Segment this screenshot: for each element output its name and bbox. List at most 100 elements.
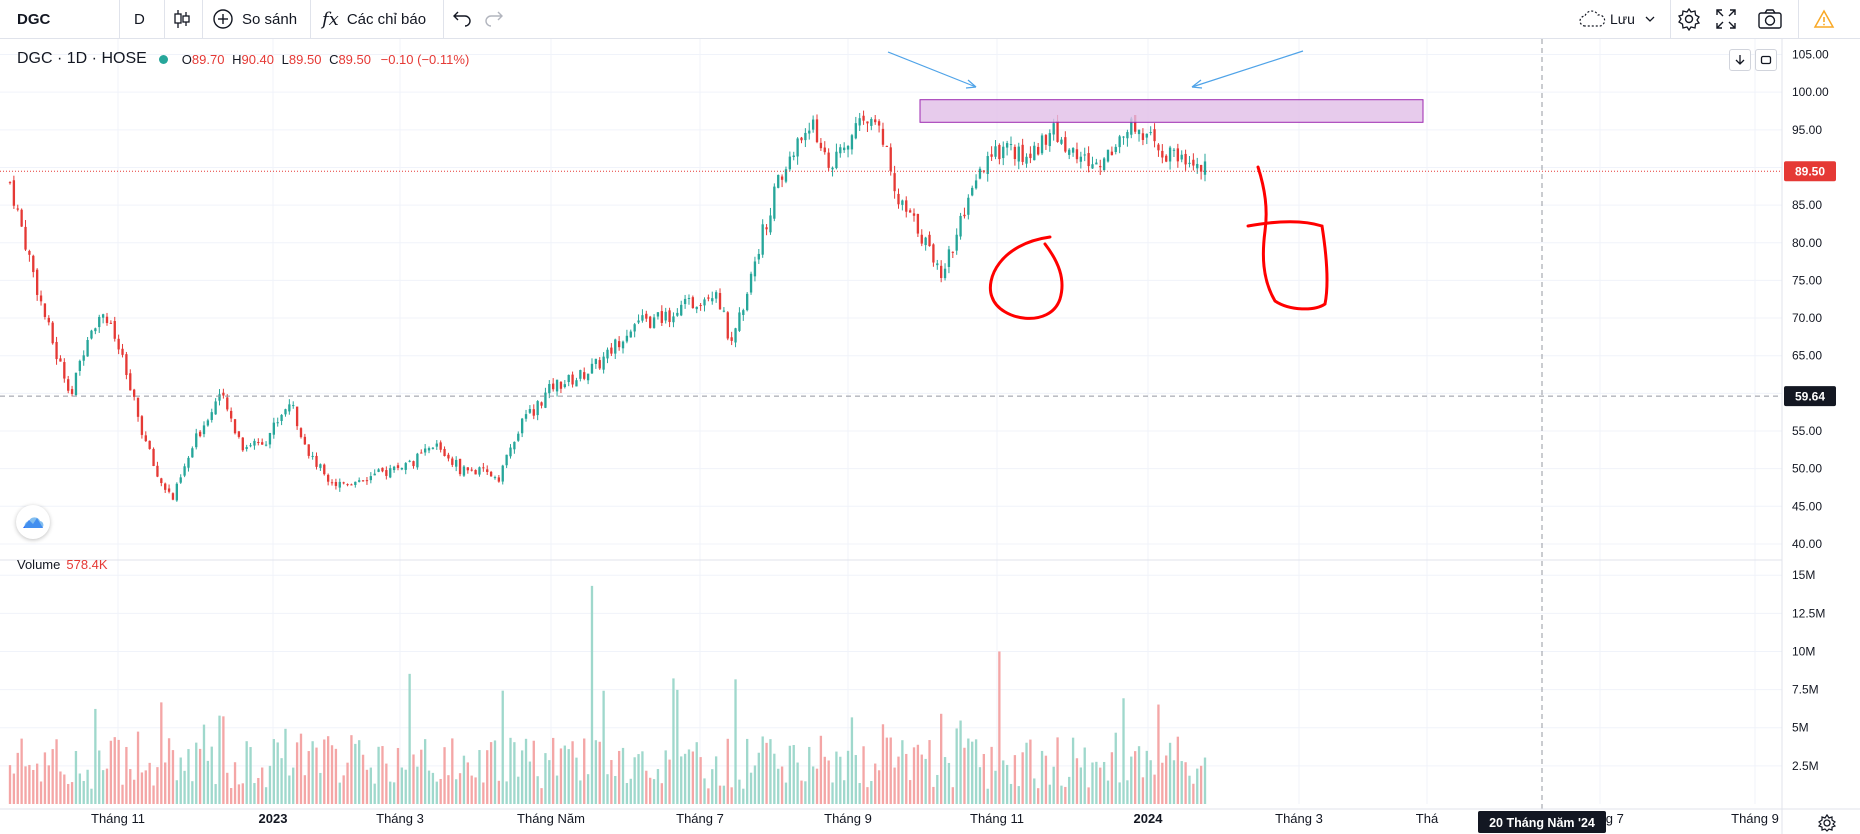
- last-price-label: 89.50: [1795, 165, 1825, 179]
- candle-body: [82, 355, 85, 361]
- volume-bar: [202, 724, 206, 804]
- candle-body: [1091, 164, 1094, 169]
- volume-bar: [1044, 755, 1048, 804]
- scale-down-button[interactable]: [1729, 49, 1751, 71]
- candle-body: [893, 173, 896, 192]
- candle-body: [342, 482, 345, 484]
- volume-bar: [800, 780, 803, 804]
- candle-body: [1017, 146, 1020, 162]
- warning-button[interactable]: [1813, 0, 1835, 38]
- arrow-head-right: [1191, 79, 1203, 89]
- snapshot-button[interactable]: [1757, 0, 1783, 38]
- compare-label: So sánh: [242, 10, 298, 28]
- volume-bar: [183, 770, 186, 804]
- volume-bar: [338, 782, 341, 804]
- candle-body: [908, 210, 912, 213]
- candle-body: [369, 476, 372, 481]
- redo-button[interactable]: [484, 0, 504, 38]
- volume-bar: [385, 763, 388, 804]
- volume-bar: [563, 745, 566, 804]
- fullscreen-button[interactable]: [1715, 0, 1737, 38]
- symbol-search-button[interactable]: DGC: [17, 0, 50, 38]
- candle-body: [148, 440, 151, 449]
- time-tick-label: Tháng 3: [1275, 811, 1323, 826]
- volume-bar: [295, 742, 299, 804]
- volume-bar: [478, 750, 481, 804]
- candle-body: [377, 469, 380, 472]
- price-chart[interactable]: 105.00100.0095.0090.0085.0080.0075.0070.…: [0, 39, 1860, 834]
- time-tick-label: Tháng 9: [1731, 811, 1779, 826]
- volume-legend: Volume 578.4K: [17, 557, 108, 572]
- candle-body: [361, 480, 365, 482]
- volume-bar: [552, 737, 555, 804]
- save-button[interactable]: Lưu: [1578, 0, 1655, 38]
- volume-bar: [722, 785, 726, 804]
- candle-body: [1145, 133, 1148, 138]
- crosshair-price-badge: [1784, 386, 1836, 407]
- volume-bar: [206, 760, 210, 804]
- volume-bar: [575, 757, 578, 804]
- interval-button[interactable]: D: [134, 0, 145, 38]
- volume-bar: [901, 740, 904, 804]
- chevron-down-icon: [1645, 14, 1655, 24]
- volume-tick-label: 15M: [1792, 568, 1815, 582]
- volume-bar: [121, 784, 124, 804]
- candle-body: [171, 493, 175, 500]
- candles-icon: [172, 8, 192, 30]
- volume-bar: [1021, 752, 1024, 804]
- candle-body: [486, 469, 489, 472]
- candle-body: [1068, 149, 1071, 155]
- candle-body: [897, 193, 900, 205]
- undo-button[interactable]: [452, 0, 472, 38]
- volume-bar: [350, 735, 353, 804]
- volume-bar: [323, 739, 326, 804]
- candle-body: [67, 379, 70, 391]
- candle-body: [439, 442, 442, 450]
- volume-bar: [874, 763, 877, 804]
- candle-body: [229, 410, 233, 419]
- candle-body: [982, 170, 986, 172]
- candle-body: [315, 455, 318, 467]
- candle-body: [505, 454, 508, 466]
- volume-bar: [680, 756, 683, 804]
- volume-bar: [420, 749, 423, 804]
- candle-body: [610, 347, 613, 354]
- tradingview-logo[interactable]: [16, 505, 50, 539]
- candle-body: [947, 249, 951, 267]
- candle-body: [660, 311, 663, 323]
- volume-bar: [70, 782, 74, 804]
- volume-bar: [125, 746, 128, 804]
- compare-button[interactable]: So sánh: [212, 0, 297, 38]
- volume-bar: [742, 788, 745, 804]
- candle-body: [132, 389, 136, 397]
- chart-type-button[interactable]: [172, 0, 192, 38]
- candle-body: [1122, 136, 1125, 138]
- candle-body: [1102, 158, 1106, 171]
- candle-body: [905, 200, 908, 212]
- volume-bar: [749, 772, 753, 804]
- volume-bar: [439, 778, 442, 804]
- candle-body: [164, 483, 167, 490]
- candle-body: [59, 358, 62, 362]
- maximize-pane-button[interactable]: [1755, 49, 1777, 71]
- volume-bar: [683, 753, 687, 804]
- axes: 105.00100.0095.0090.0085.0080.0075.0070.…: [0, 39, 1860, 834]
- candle-body: [567, 374, 570, 383]
- settings-button[interactable]: [1677, 0, 1701, 38]
- volume-bar: [1095, 761, 1098, 804]
- volume-bar: [24, 766, 27, 804]
- candle-body: [175, 483, 178, 501]
- price-tick-label: 100.00: [1792, 85, 1829, 99]
- volume-bar: [43, 752, 47, 804]
- candle-body: [455, 459, 458, 467]
- volume-bar: [175, 780, 178, 804]
- candle-body: [1168, 147, 1172, 162]
- candle-body: [544, 392, 547, 408]
- candle-body: [412, 461, 415, 467]
- volume-bar: [1122, 698, 1125, 804]
- indicators-button[interactable]: fx Các chỉ báo: [322, 0, 426, 38]
- candle-body: [645, 313, 648, 319]
- volume-bar: [1141, 777, 1145, 804]
- volume-bar: [1040, 750, 1044, 804]
- candle-body: [788, 156, 792, 170]
